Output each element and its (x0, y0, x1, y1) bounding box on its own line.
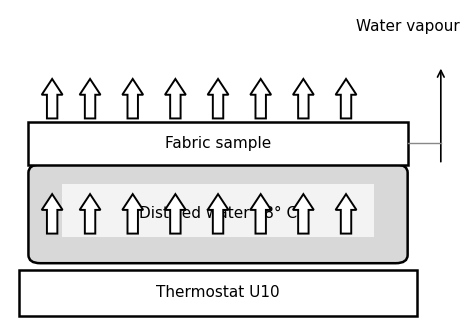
Polygon shape (336, 79, 356, 118)
Text: Distilled water 38° C: Distilled water 38° C (139, 206, 297, 221)
Bar (28, 122, 408, 164)
Polygon shape (122, 79, 143, 118)
Polygon shape (42, 194, 63, 234)
Text: Thermostat U10: Thermostat U10 (156, 285, 280, 300)
Polygon shape (122, 194, 143, 234)
Polygon shape (336, 194, 356, 234)
Polygon shape (165, 79, 186, 118)
Polygon shape (250, 79, 271, 118)
Polygon shape (208, 194, 228, 234)
Polygon shape (293, 194, 314, 234)
FancyBboxPatch shape (28, 164, 408, 263)
Bar (19, 270, 417, 316)
Polygon shape (80, 194, 100, 234)
Polygon shape (208, 79, 228, 118)
Polygon shape (165, 194, 186, 234)
Polygon shape (250, 194, 271, 234)
Text: Water vapour: Water vapour (356, 19, 460, 34)
Polygon shape (80, 79, 100, 118)
Polygon shape (42, 79, 63, 118)
Polygon shape (293, 79, 314, 118)
Bar (62, 184, 374, 237)
Text: Fabric sample: Fabric sample (165, 136, 271, 151)
